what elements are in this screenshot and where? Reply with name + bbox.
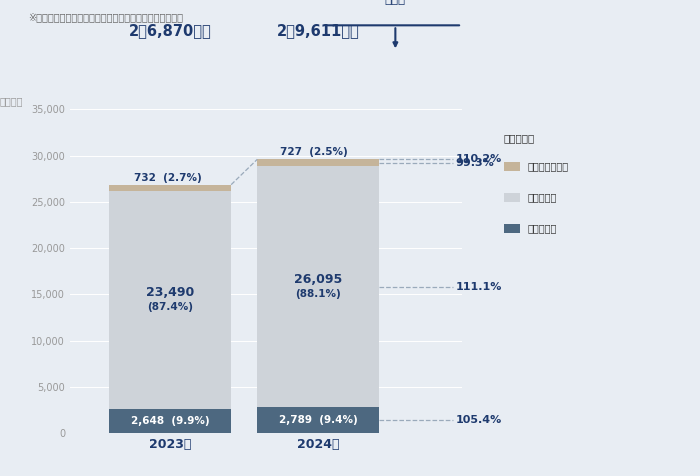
Text: 23,490: 23,490 (146, 286, 195, 299)
Text: 105.4%: 105.4% (456, 415, 502, 425)
Bar (109, 185, 231, 191)
Text: （億円）: （億円） (0, 96, 23, 106)
Text: 99.3%: 99.3% (456, 158, 494, 168)
Text: 運用型広告: 運用型広告 (527, 192, 556, 203)
Text: 111.1%: 111.1% (456, 282, 502, 292)
Text: 2,648  (9.9%): 2,648 (9.9%) (131, 416, 209, 426)
Text: 2兆9,611億円: 2兆9,611億円 (277, 23, 360, 38)
Text: 110.2%: 110.2% (456, 154, 502, 164)
Text: 2,789  (9.4%): 2,789 (9.4%) (279, 415, 358, 425)
Bar (109, 191, 231, 409)
Text: 2兆6,870億円: 2兆6,870億円 (129, 23, 211, 38)
Text: 成果報酬型広告: 成果報酬型広告 (527, 161, 568, 172)
Bar (258, 166, 379, 407)
Text: 予約型広告: 予約型広告 (527, 223, 556, 234)
Bar (258, 407, 379, 433)
Text: 前年比: 前年比 (385, 0, 406, 6)
Text: (87.4%): (87.4%) (147, 302, 193, 312)
Text: 取引手法別: 取引手法別 (504, 133, 536, 143)
Bar (258, 159, 379, 166)
Text: 732  (2.7%): 732 (2.7%) (134, 173, 202, 183)
Bar (109, 409, 231, 433)
Text: 727  (2.5%): 727 (2.5%) (280, 148, 348, 158)
Text: (88.1%): (88.1%) (295, 289, 341, 299)
Text: 26,095: 26,095 (294, 273, 342, 286)
Text: ※（　）内は、インターネット広告媒体費に占める構成比: ※（ ）内は、インターネット広告媒体費に占める構成比 (28, 12, 183, 22)
